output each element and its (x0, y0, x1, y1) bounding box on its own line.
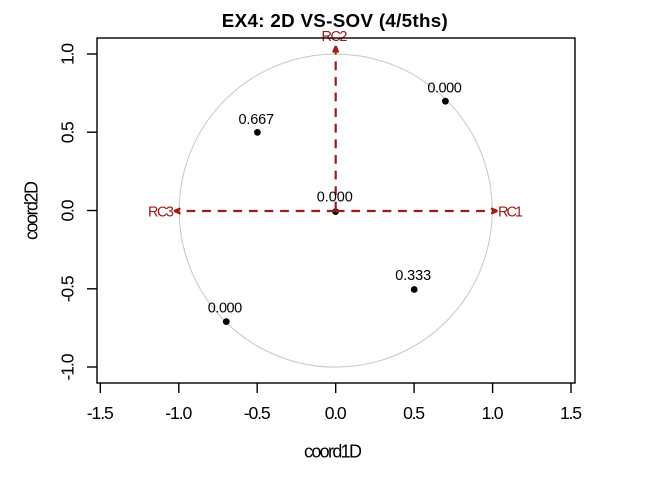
svg-text:coord1D: coord1D (304, 442, 362, 462)
svg-text:-1.0: -1.0 (58, 353, 78, 380)
svg-text:1.0: 1.0 (58, 43, 78, 65)
svg-text:0.667: 0.667 (239, 112, 275, 128)
svg-text:-0.5: -0.5 (244, 403, 271, 423)
svg-text:-1.0: -1.0 (165, 403, 192, 423)
svg-text:-1.5: -1.5 (87, 403, 114, 423)
svg-text:0.333: 0.333 (395, 268, 431, 284)
svg-text:RC1: RC1 (498, 205, 523, 221)
svg-text:0.000: 0.000 (208, 301, 243, 317)
svg-text:0.5: 0.5 (58, 121, 78, 143)
svg-text:0.0: 0.0 (325, 403, 347, 423)
svg-text:coord2D: coord2D (21, 181, 41, 240)
svg-text:0.0: 0.0 (58, 199, 78, 221)
svg-text:0.000: 0.000 (427, 80, 462, 96)
svg-text:0.000: 0.000 (317, 190, 353, 206)
svg-text:-0.5: -0.5 (58, 275, 78, 302)
svg-text:1.5: 1.5 (560, 403, 582, 423)
svg-text:RC2: RC2 (322, 29, 348, 45)
svg-text:1.0: 1.0 (482, 403, 504, 423)
svg-text:EX4: 2D VS-SOV (4/5ths): EX4: 2D VS-SOV (4/5ths) (222, 10, 448, 31)
svg-text:0.5: 0.5 (403, 403, 425, 423)
svg-text:RC3: RC3 (148, 204, 174, 220)
